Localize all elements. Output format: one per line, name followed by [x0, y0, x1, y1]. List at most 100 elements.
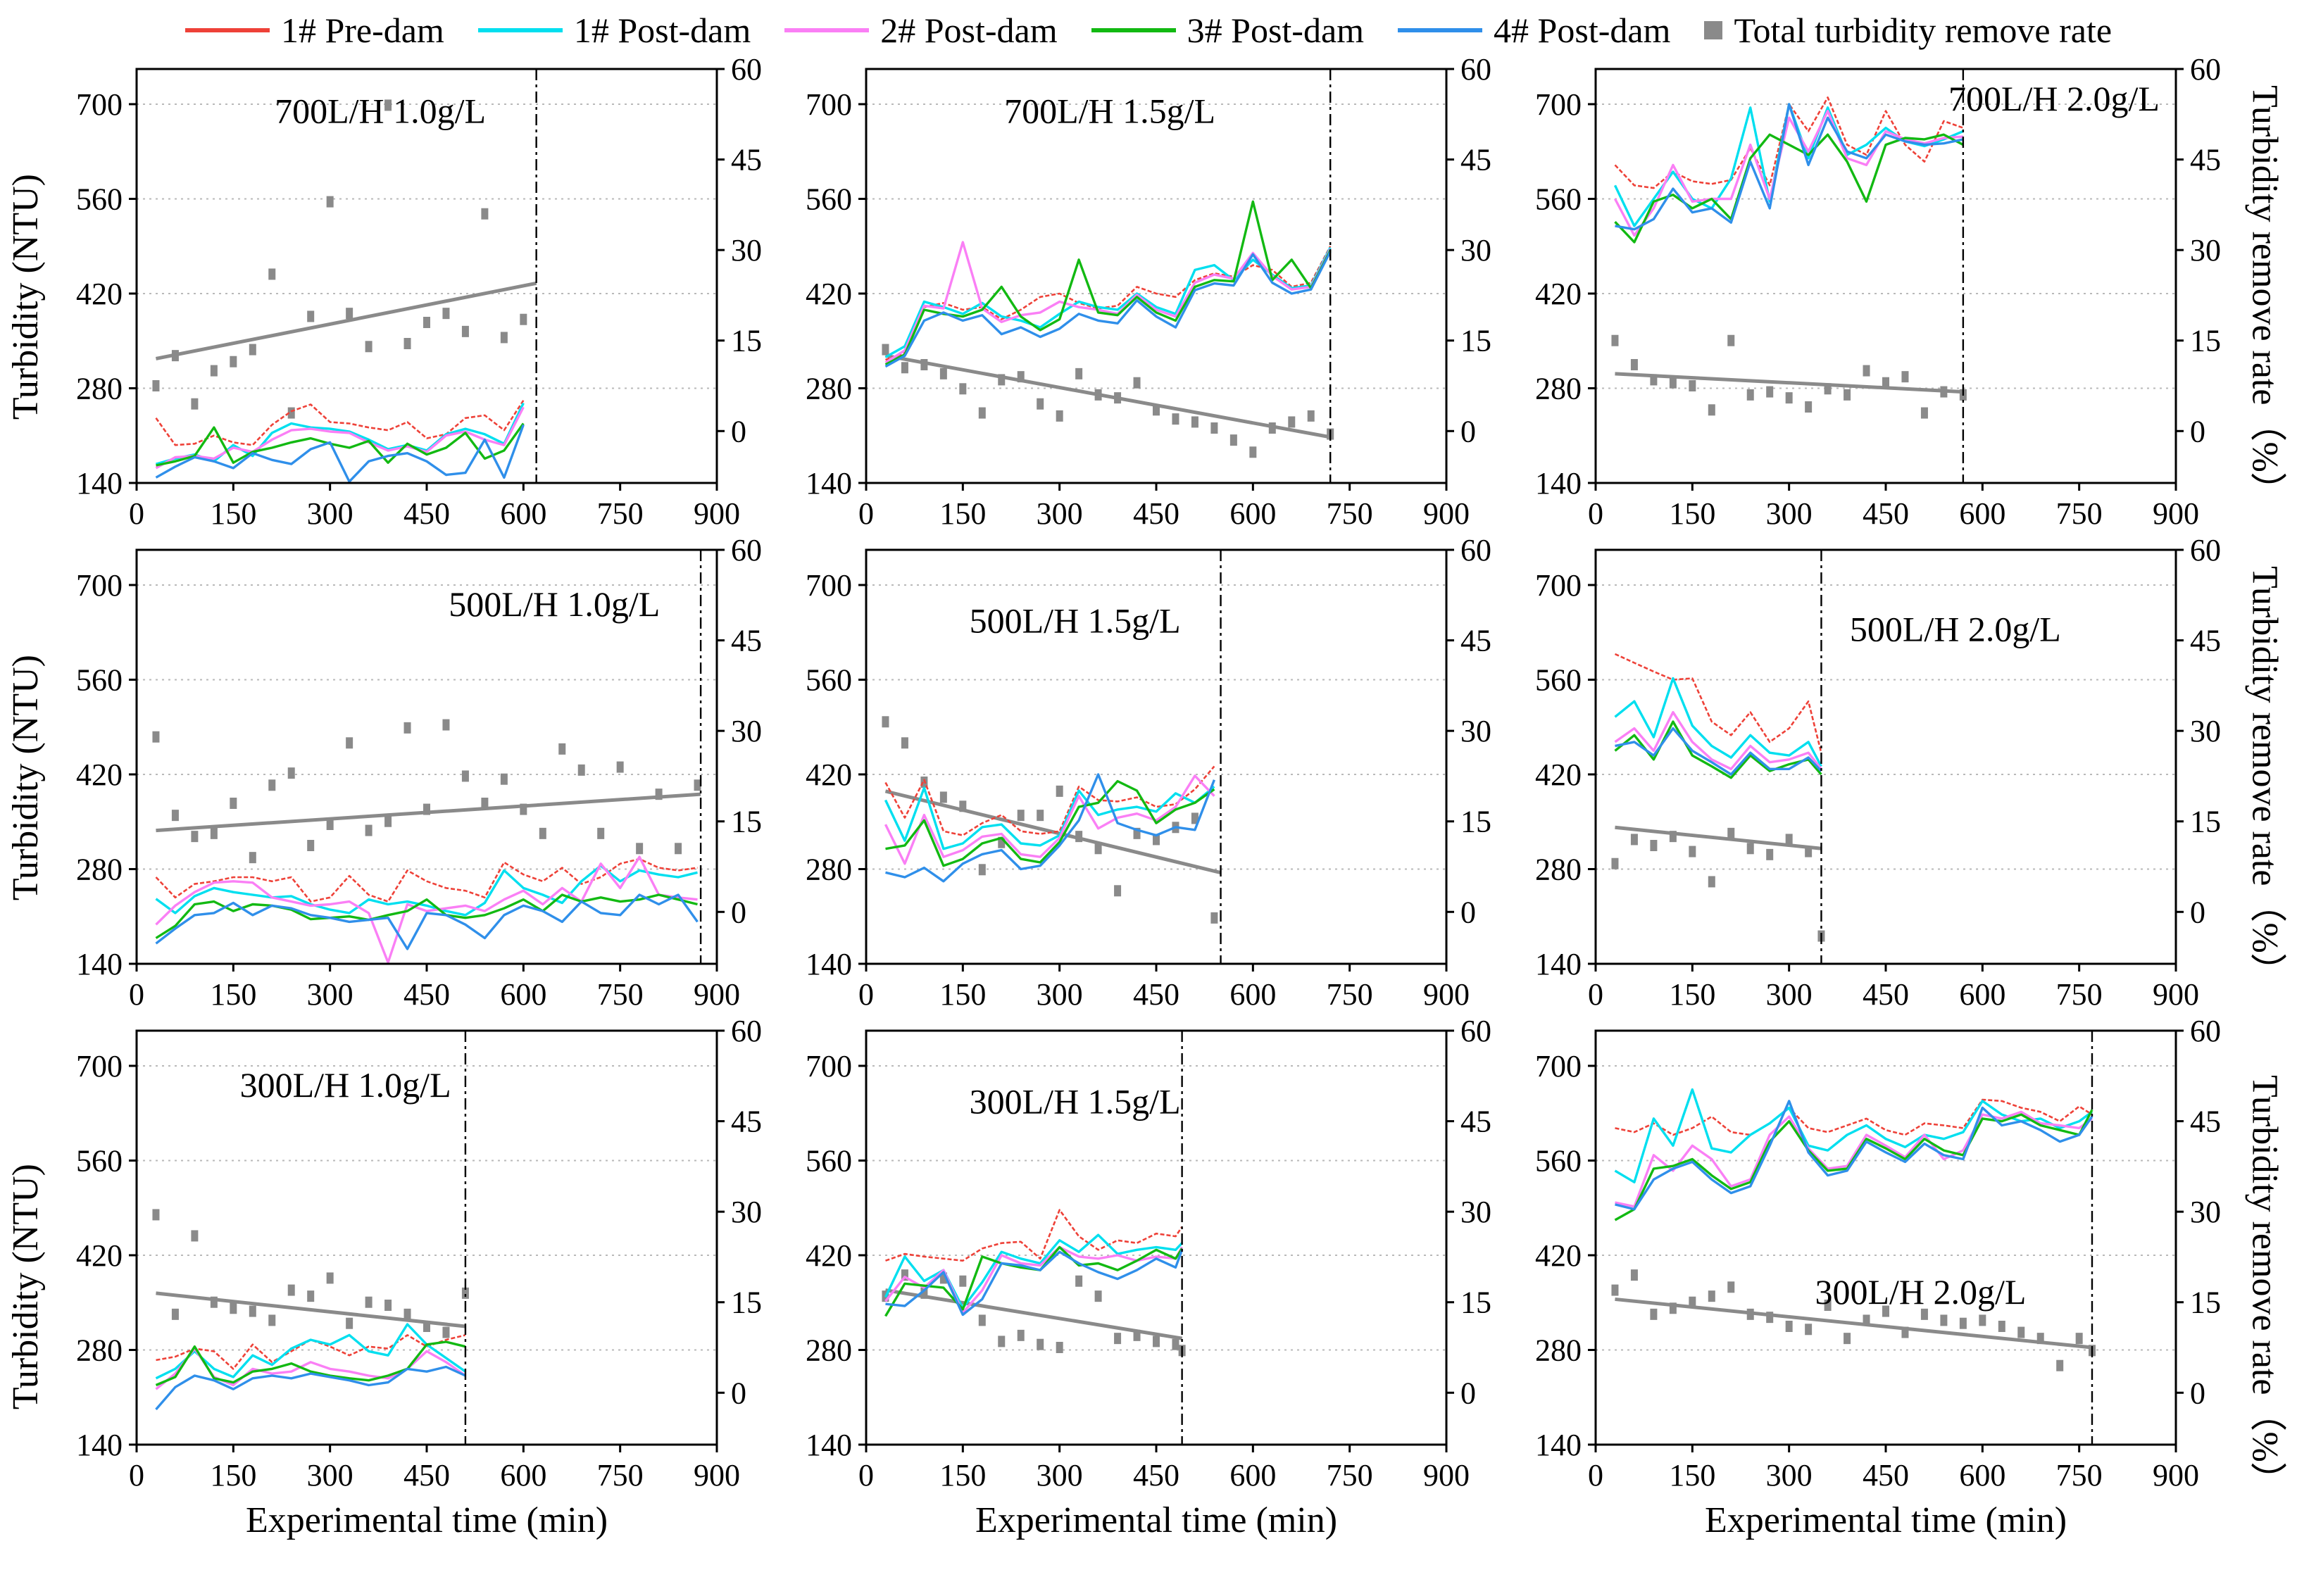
svg-text:140: 140	[1535, 947, 1582, 981]
series-2	[884, 774, 1215, 865]
series-4	[155, 893, 699, 950]
svg-text:900: 900	[2153, 496, 2199, 531]
svg-text:0: 0	[129, 496, 144, 531]
svg-text:30: 30	[2190, 1195, 2221, 1229]
svg-text:280: 280	[806, 1333, 852, 1367]
svg-text:900: 900	[694, 496, 740, 531]
svg-text:45: 45	[2190, 1105, 2221, 1139]
svg-text:45: 45	[731, 1105, 762, 1139]
svg-text:700: 700	[76, 568, 123, 603]
plot-row-500: Turbidity (NTU) 140 280 420 560 700 0 15 30 45 60…	[0, 533, 2297, 1018]
legend-item-2-post-dam: 2# Post-dam	[784, 10, 1058, 51]
series-2	[155, 855, 698, 964]
trend-line	[885, 1288, 1183, 1340]
right-axis-title: Turbidity remove rate（%）	[2244, 84, 2285, 509]
svg-text:0: 0	[2190, 414, 2205, 448]
svg-text:300: 300	[1766, 496, 1813, 531]
line-swatch-cyan	[477, 28, 563, 32]
svg-text:150: 150	[1669, 1458, 1715, 1493]
svg-text:280: 280	[806, 371, 852, 406]
svg-text:140: 140	[806, 1428, 852, 1462]
svg-text:700: 700	[1535, 1049, 1582, 1083]
series-0	[884, 765, 1215, 836]
remove-rate-scatter	[1611, 1269, 2096, 1371]
svg-text:420: 420	[806, 1238, 852, 1273]
svg-text:15: 15	[731, 805, 762, 839]
legend-label: 1# Pre-dam	[280, 11, 444, 50]
svg-text:15: 15	[731, 324, 762, 358]
right-axis-title: Turbidity remove rate（%）	[2244, 1074, 2285, 1499]
legend-label: Total turbidity remove rate	[1734, 11, 2113, 50]
svg-text:45: 45	[731, 143, 762, 177]
x-axis-title: Experimental time (min)	[246, 1500, 608, 1540]
svg-text:560: 560	[806, 1143, 852, 1178]
svg-text:140: 140	[76, 466, 123, 501]
remove-rate-scatter	[882, 716, 1218, 924]
gridlines	[866, 103, 1446, 389]
svg-text:15: 15	[1460, 805, 1491, 839]
series-2	[1615, 1110, 2093, 1208]
svg-text:0: 0	[129, 1458, 144, 1493]
legend-item-1-pre-dam: 1# Pre-dam	[184, 10, 444, 51]
svg-text:280: 280	[1535, 371, 1582, 406]
legend-label: 2# Post-dam	[880, 11, 1058, 50]
svg-text:280: 280	[1535, 852, 1582, 886]
svg-text:140: 140	[76, 1428, 123, 1462]
series-3	[1614, 1109, 2093, 1221]
svg-text:45: 45	[1460, 143, 1491, 177]
svg-text:700: 700	[806, 87, 852, 122]
svg-text:900: 900	[694, 1458, 740, 1493]
svg-text:600: 600	[1959, 977, 2005, 1012]
svg-text:140: 140	[806, 947, 852, 981]
subplot-500-2.0: 140 280 420 560 700 0 15 30 45 60 0 150 300 450 600 750…	[1510, 533, 2239, 1018]
series-3	[155, 893, 698, 939]
svg-text:140: 140	[1535, 1428, 1582, 1462]
svg-text:15: 15	[2190, 1286, 2221, 1320]
subplot-700-1.5: 140 280 420 560 700 0 15 30 45 60 0 150 300 450 600 750…	[780, 52, 1510, 537]
svg-text:300: 300	[1037, 496, 1083, 531]
svg-text:150: 150	[1669, 977, 1715, 1012]
svg-text:450: 450	[1863, 1458, 1909, 1493]
series-1	[155, 1323, 466, 1380]
svg-text:900: 900	[694, 977, 740, 1012]
right-axis-title: Turbidity remove rate（%）	[2244, 565, 2285, 990]
svg-text:30: 30	[1460, 1195, 1491, 1229]
svg-text:750: 750	[2056, 1458, 2103, 1493]
svg-text:600: 600	[1959, 496, 2005, 531]
svg-text:0: 0	[731, 895, 746, 929]
svg-text:750: 750	[597, 977, 644, 1012]
svg-text:300: 300	[1037, 1458, 1083, 1493]
svg-text:30: 30	[1460, 233, 1491, 268]
gridlines	[137, 584, 717, 870]
svg-text:15: 15	[731, 1286, 762, 1320]
svg-text:560: 560	[1535, 182, 1582, 216]
series-1	[1614, 677, 1822, 767]
svg-text:700: 700	[76, 1049, 123, 1083]
svg-text:280: 280	[1535, 1333, 1582, 1367]
svg-text:280: 280	[76, 371, 123, 406]
svg-text:600: 600	[500, 1458, 546, 1493]
subplot-300-1.5: 140 280 420 560 700 0 15 30 45 60 0 150 300 450 600 750…	[780, 1014, 1510, 1555]
svg-text:150: 150	[210, 977, 256, 1012]
series-1	[884, 1233, 1183, 1309]
plot-border	[135, 68, 718, 484]
series-4	[1615, 103, 1964, 231]
svg-text:150: 150	[210, 496, 256, 531]
svg-text:60: 60	[731, 537, 762, 567]
svg-text:450: 450	[1133, 977, 1179, 1012]
svg-text:140: 140	[76, 947, 123, 981]
svg-text:30: 30	[2190, 714, 2221, 748]
svg-text:300: 300	[1037, 977, 1083, 1012]
series-1	[156, 402, 525, 465]
svg-text:15: 15	[2190, 324, 2221, 358]
svg-text:60: 60	[731, 56, 762, 87]
svg-text:0: 0	[858, 1458, 874, 1493]
svg-text:420: 420	[76, 277, 123, 311]
series-2	[1614, 710, 1822, 770]
